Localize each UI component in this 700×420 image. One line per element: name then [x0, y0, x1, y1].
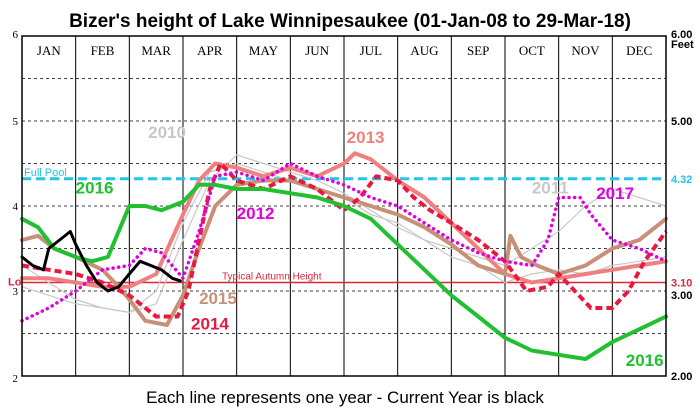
series-label-2014: 2014	[191, 314, 229, 333]
month-label: NOV	[571, 43, 600, 58]
right-tick-label: 4.32	[671, 174, 692, 186]
left-tick-label: 4	[13, 201, 19, 213]
right-axis-unit: Feet	[671, 39, 694, 51]
reference-lines: Full Pool 4.32 Typical Autumn Height Lo 3.10	[8, 167, 692, 290]
plot-frame	[21, 35, 667, 377]
lo-marker: Lo	[8, 277, 22, 289]
axis-ticks: 2 3 4 5 6 6.00 5.00 3.00 2.00	[13, 29, 693, 385]
left-tick-label: 3	[13, 286, 19, 298]
chart-caption: Each line represents one year - Current …	[146, 388, 544, 407]
autumn-height-label: Typical Autumn Height	[222, 272, 322, 283]
series-label-2015: 2015	[199, 289, 237, 308]
month-label: JUL	[360, 43, 382, 58]
right-tick-label: 6.00	[671, 29, 692, 41]
right-tick-label: 2.00	[671, 371, 692, 383]
series-label-2016: 2016	[626, 351, 664, 370]
month-label: AUG	[410, 43, 438, 58]
month-label: APR	[197, 43, 223, 58]
right-tick-label: 3.00	[671, 290, 692, 302]
month-label: MAR	[141, 43, 171, 58]
series-label-2011: 2011	[532, 178, 569, 197]
series-label-2017: 2017	[596, 184, 634, 203]
month-labels: JAN FEB MAR APR MAY JUN JUL AUG SEP OCT NOV DEC	[37, 43, 652, 58]
month-label: JUN	[305, 43, 329, 58]
month-label: JAN	[37, 43, 61, 58]
series-line-current-year	[20, 230, 182, 293]
full-pool-label: Full Pool	[24, 167, 67, 179]
chart-title: Bizer's height of Lake Winnipesaukee (01…	[69, 11, 631, 32]
series-lines	[20, 151, 668, 361]
series-line-2013	[20, 151, 668, 289]
left-tick-label: 2	[13, 373, 19, 385]
month-label: OCT	[519, 43, 545, 58]
series-label-2013: 2013	[347, 128, 385, 147]
series-label-2012: 2012	[237, 204, 275, 223]
month-label: MAY	[249, 43, 279, 58]
right-tick-label: 5.00	[671, 116, 692, 128]
left-tick-label: 5	[13, 116, 19, 128]
series-line-2012	[20, 161, 668, 323]
month-label: SEP	[467, 43, 489, 58]
series-label-2016: 2016	[76, 178, 114, 197]
right-tick-label: 3.10	[671, 278, 692, 290]
left-tick-label: 6	[13, 29, 19, 41]
series-labels: 2010 2013 2016 2011 2017 2012 2015 2014 2016	[76, 123, 664, 370]
series-label-2010: 2010	[148, 123, 186, 142]
month-label: FEB	[91, 43, 115, 58]
month-label: DEC	[626, 43, 652, 58]
series-line-2016	[20, 182, 668, 361]
